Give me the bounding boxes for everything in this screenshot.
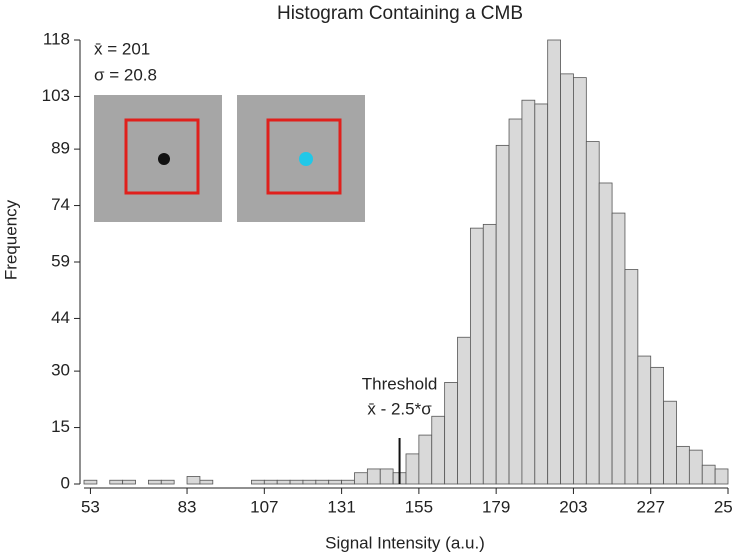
bar	[714, 468, 729, 485]
x-axis-label: Signal Intensity (a.u.)	[325, 533, 485, 552]
x-tick-label: 251	[714, 497, 734, 516]
bar	[83, 479, 98, 485]
bar	[263, 479, 278, 485]
bar	[457, 336, 471, 485]
bar	[663, 400, 677, 485]
bar	[186, 476, 201, 485]
bar	[637, 355, 652, 485]
bar	[418, 434, 433, 485]
bar	[560, 73, 574, 485]
mean-annotation: x̄ = 201	[94, 39, 150, 58]
bar	[444, 382, 458, 485]
bar	[521, 99, 536, 485]
bar	[573, 77, 587, 485]
x-tick-label: 203	[559, 497, 587, 516]
x-tick-label: 131	[327, 497, 355, 516]
bar	[508, 118, 523, 485]
y-tick-label: 74	[51, 195, 70, 214]
bar	[534, 103, 549, 485]
x-tick-label: 227	[637, 497, 665, 516]
y-tick-label: 15	[51, 417, 70, 436]
bar	[495, 144, 510, 485]
bar	[676, 445, 690, 485]
cmb-spot	[158, 153, 170, 165]
bar	[160, 479, 175, 485]
x-tick-label: 53	[81, 497, 100, 516]
bar	[251, 479, 265, 485]
bar	[147, 479, 162, 485]
bar	[585, 141, 600, 485]
bar	[598, 182, 613, 485]
bar	[431, 415, 446, 485]
cmb-segmented	[299, 152, 313, 166]
y-tick-label: 0	[61, 473, 70, 492]
y-tick-label: 30	[51, 361, 70, 380]
bar	[366, 468, 381, 485]
chart-title: Histogram Containing a CMB	[277, 3, 523, 24]
bar	[650, 366, 664, 485]
bar	[624, 269, 639, 485]
roi-box	[266, 118, 342, 195]
mri-inset	[94, 95, 222, 222]
bar	[276, 479, 291, 485]
inset-images	[94, 95, 365, 222]
y-tick-label: 103	[42, 86, 70, 105]
roi-box	[124, 118, 200, 195]
bar	[701, 464, 716, 485]
bar	[354, 472, 368, 485]
bar	[328, 479, 343, 485]
x-tick-label: 107	[250, 497, 278, 516]
bar	[469, 227, 484, 485]
threshold-formula: x̄ - 2.5*σ	[367, 399, 432, 418]
x-tick-label: 83	[178, 497, 197, 516]
x-tick-label: 179	[482, 497, 510, 516]
bar	[688, 449, 703, 485]
x-tick-label: 155	[405, 497, 433, 516]
sigma-annotation: σ = 20.8	[94, 65, 157, 84]
bar	[122, 479, 136, 485]
bar	[199, 479, 214, 485]
bar	[482, 223, 497, 485]
y-axis-label: Frequency	[1, 199, 20, 280]
bar	[341, 479, 355, 485]
y-tick-label: 44	[51, 308, 70, 327]
bar	[611, 212, 626, 485]
bar	[379, 468, 394, 485]
bar	[289, 479, 304, 485]
y-tick-label: 59	[51, 251, 70, 270]
bar	[547, 39, 561, 485]
threshold-label: Threshold	[362, 374, 438, 393]
bar	[109, 479, 124, 485]
y-tick-label: 89	[51, 139, 70, 158]
bar	[315, 479, 330, 485]
bar	[405, 453, 420, 485]
bar	[302, 479, 317, 485]
y-tick-label: 118	[43, 29, 70, 48]
